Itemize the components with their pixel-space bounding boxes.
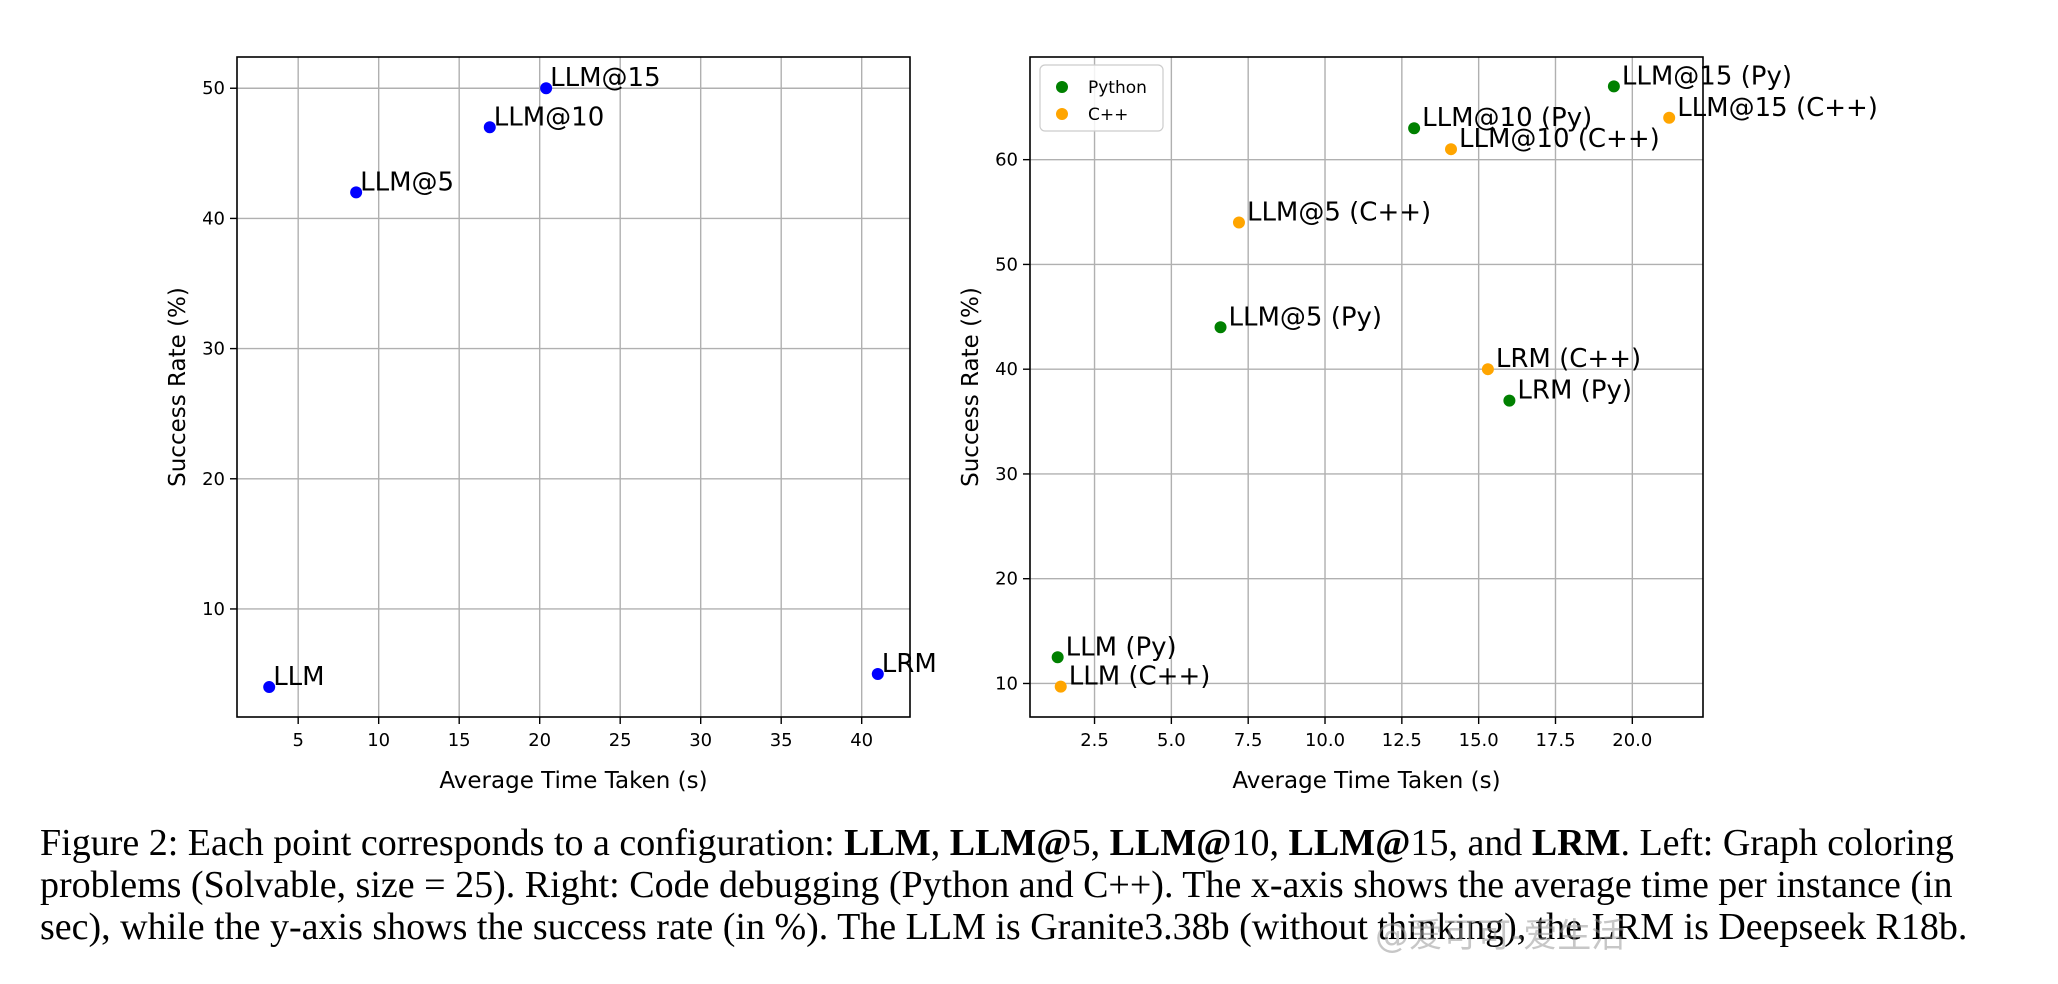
data-point [1408, 122, 1421, 135]
watermark: @爱可可-爱生活 [1375, 916, 1626, 956]
data-point [540, 82, 553, 95]
point-label: LLM@15 [550, 63, 661, 93]
data-point [1607, 80, 1620, 93]
caption-bold-term: LRM [1531, 822, 1621, 864]
x-tick-label: 10.0 [1305, 730, 1345, 751]
y-axis-label: Success Rate (%) [958, 287, 984, 487]
caption-text: Figure 2: Each point corresponds to a co… [40, 822, 845, 864]
figure: 5 10 15 20 25 30 35 40 10 20 30 40 50 Average Time Ta… [165, 56, 1878, 794]
data-point [1232, 216, 1245, 229]
legend-marker [1056, 108, 1068, 120]
caption-line-1: Figure 2: Each point corresponds to a co… [40, 822, 1954, 864]
point-label: LLM@15 (C++) [1677, 93, 1878, 123]
data-point [350, 186, 363, 199]
point-label: LLM@5 [360, 167, 454, 197]
data-point [1503, 394, 1516, 407]
legend-label: Python [1088, 78, 1147, 98]
x-tick-label: 7.5 [1234, 730, 1263, 751]
point-label: LLM@10 (Py) [1422, 103, 1592, 133]
caption-bold-term: LLM [844, 822, 931, 864]
data-point [1663, 111, 1676, 124]
x-tick-label: 15.0 [1459, 730, 1499, 751]
data-point [1051, 651, 1064, 664]
x-tick-label: 25 [609, 730, 632, 751]
y-tick-label: 40 [995, 359, 1018, 380]
caption-text: 10, [1231, 822, 1289, 864]
caption-text: 5, [1071, 822, 1110, 864]
point-label: LLM@5 (Py) [1229, 302, 1383, 332]
x-tick-label: 5.0 [1157, 730, 1186, 751]
y-axis-label: Success Rate (%) [165, 287, 191, 487]
y-tick-label: 10 [202, 599, 225, 620]
x-tick-label: 30 [689, 730, 712, 751]
caption-text: , [930, 822, 950, 864]
x-tick-label: 17.5 [1535, 730, 1575, 751]
caption-text: . Left: Graph coloring [1620, 822, 1954, 864]
y-tick-label: 50 [995, 254, 1018, 275]
x-tick-label: 10 [367, 730, 390, 751]
data-point [263, 681, 276, 694]
y-tick-label: 60 [995, 150, 1018, 171]
data-point [871, 668, 884, 681]
x-axis-label: Average Time Taken (s) [439, 768, 707, 794]
y-tick-label: 10 [995, 673, 1018, 694]
legend-marker [1056, 81, 1068, 93]
y-tick-label: 20 [202, 469, 225, 490]
caption-bold-term: LLM@ [949, 822, 1072, 864]
x-tick-label: 35 [770, 730, 793, 751]
data-point [483, 121, 496, 134]
data-point [1054, 680, 1067, 693]
point-label: LLM@10 (C++) [1459, 124, 1660, 154]
caption-line-2: problems (Solvable, size = 25). Right: C… [40, 864, 1953, 906]
x-tick-label: 12.5 [1382, 730, 1422, 751]
point-label: LLM@10 [494, 102, 605, 132]
plot-frame [236, 56, 911, 718]
y-tick-label: 50 [202, 78, 225, 99]
point-label: LLM [273, 662, 324, 692]
chart-panel-2: 2.5 5.0 7.5 10.0 12.5 15.0 17.5 20.0 10 20 30 40 50 6… [958, 56, 1878, 794]
data-point [1214, 321, 1227, 334]
legend-label: C++ [1088, 105, 1128, 125]
plot-frame [1029, 56, 1704, 718]
figure-caption: Figure 2: Each point corresponds to a co… [40, 822, 2030, 948]
x-tick-label: 15 [448, 730, 471, 751]
point-label: LRM [882, 649, 937, 679]
chart-panel-1: 5 10 15 20 25 30 35 40 10 20 30 40 50 Average Time Ta… [165, 56, 937, 794]
x-tick-label: 20 [528, 730, 551, 751]
point-label: LRM (Py) [1517, 376, 1632, 406]
y-tick-label: 30 [202, 339, 225, 360]
y-tick-label: 20 [995, 569, 1018, 590]
point-label: LLM (C++) [1069, 662, 1211, 692]
x-axis-label: Average Time Taken (s) [1232, 768, 1500, 794]
y-tick-label: 40 [202, 208, 225, 229]
data-point [1445, 143, 1458, 156]
caption-bold-term: LLM@ [1288, 822, 1411, 864]
point-label: LLM@5 (C++) [1247, 198, 1431, 228]
legend [1039, 64, 1164, 132]
x-tick-label: 2.5 [1080, 730, 1109, 751]
caption-line-3: sec), while the y-axis shows the success… [40, 906, 1968, 948]
caption-bold-term: LLM@ [1109, 822, 1232, 864]
point-label: LRM (C++) [1496, 344, 1641, 374]
point-label: LLM (Py) [1066, 632, 1177, 662]
caption-text: 15, and [1410, 822, 1532, 864]
y-tick-label: 30 [995, 464, 1018, 485]
x-tick-label: 20.0 [1612, 730, 1652, 751]
data-point [1481, 363, 1494, 376]
x-tick-label: 5 [292, 730, 303, 751]
point-label: LLM@15 (Py) [1622, 61, 1792, 91]
x-tick-label: 40 [850, 730, 873, 751]
